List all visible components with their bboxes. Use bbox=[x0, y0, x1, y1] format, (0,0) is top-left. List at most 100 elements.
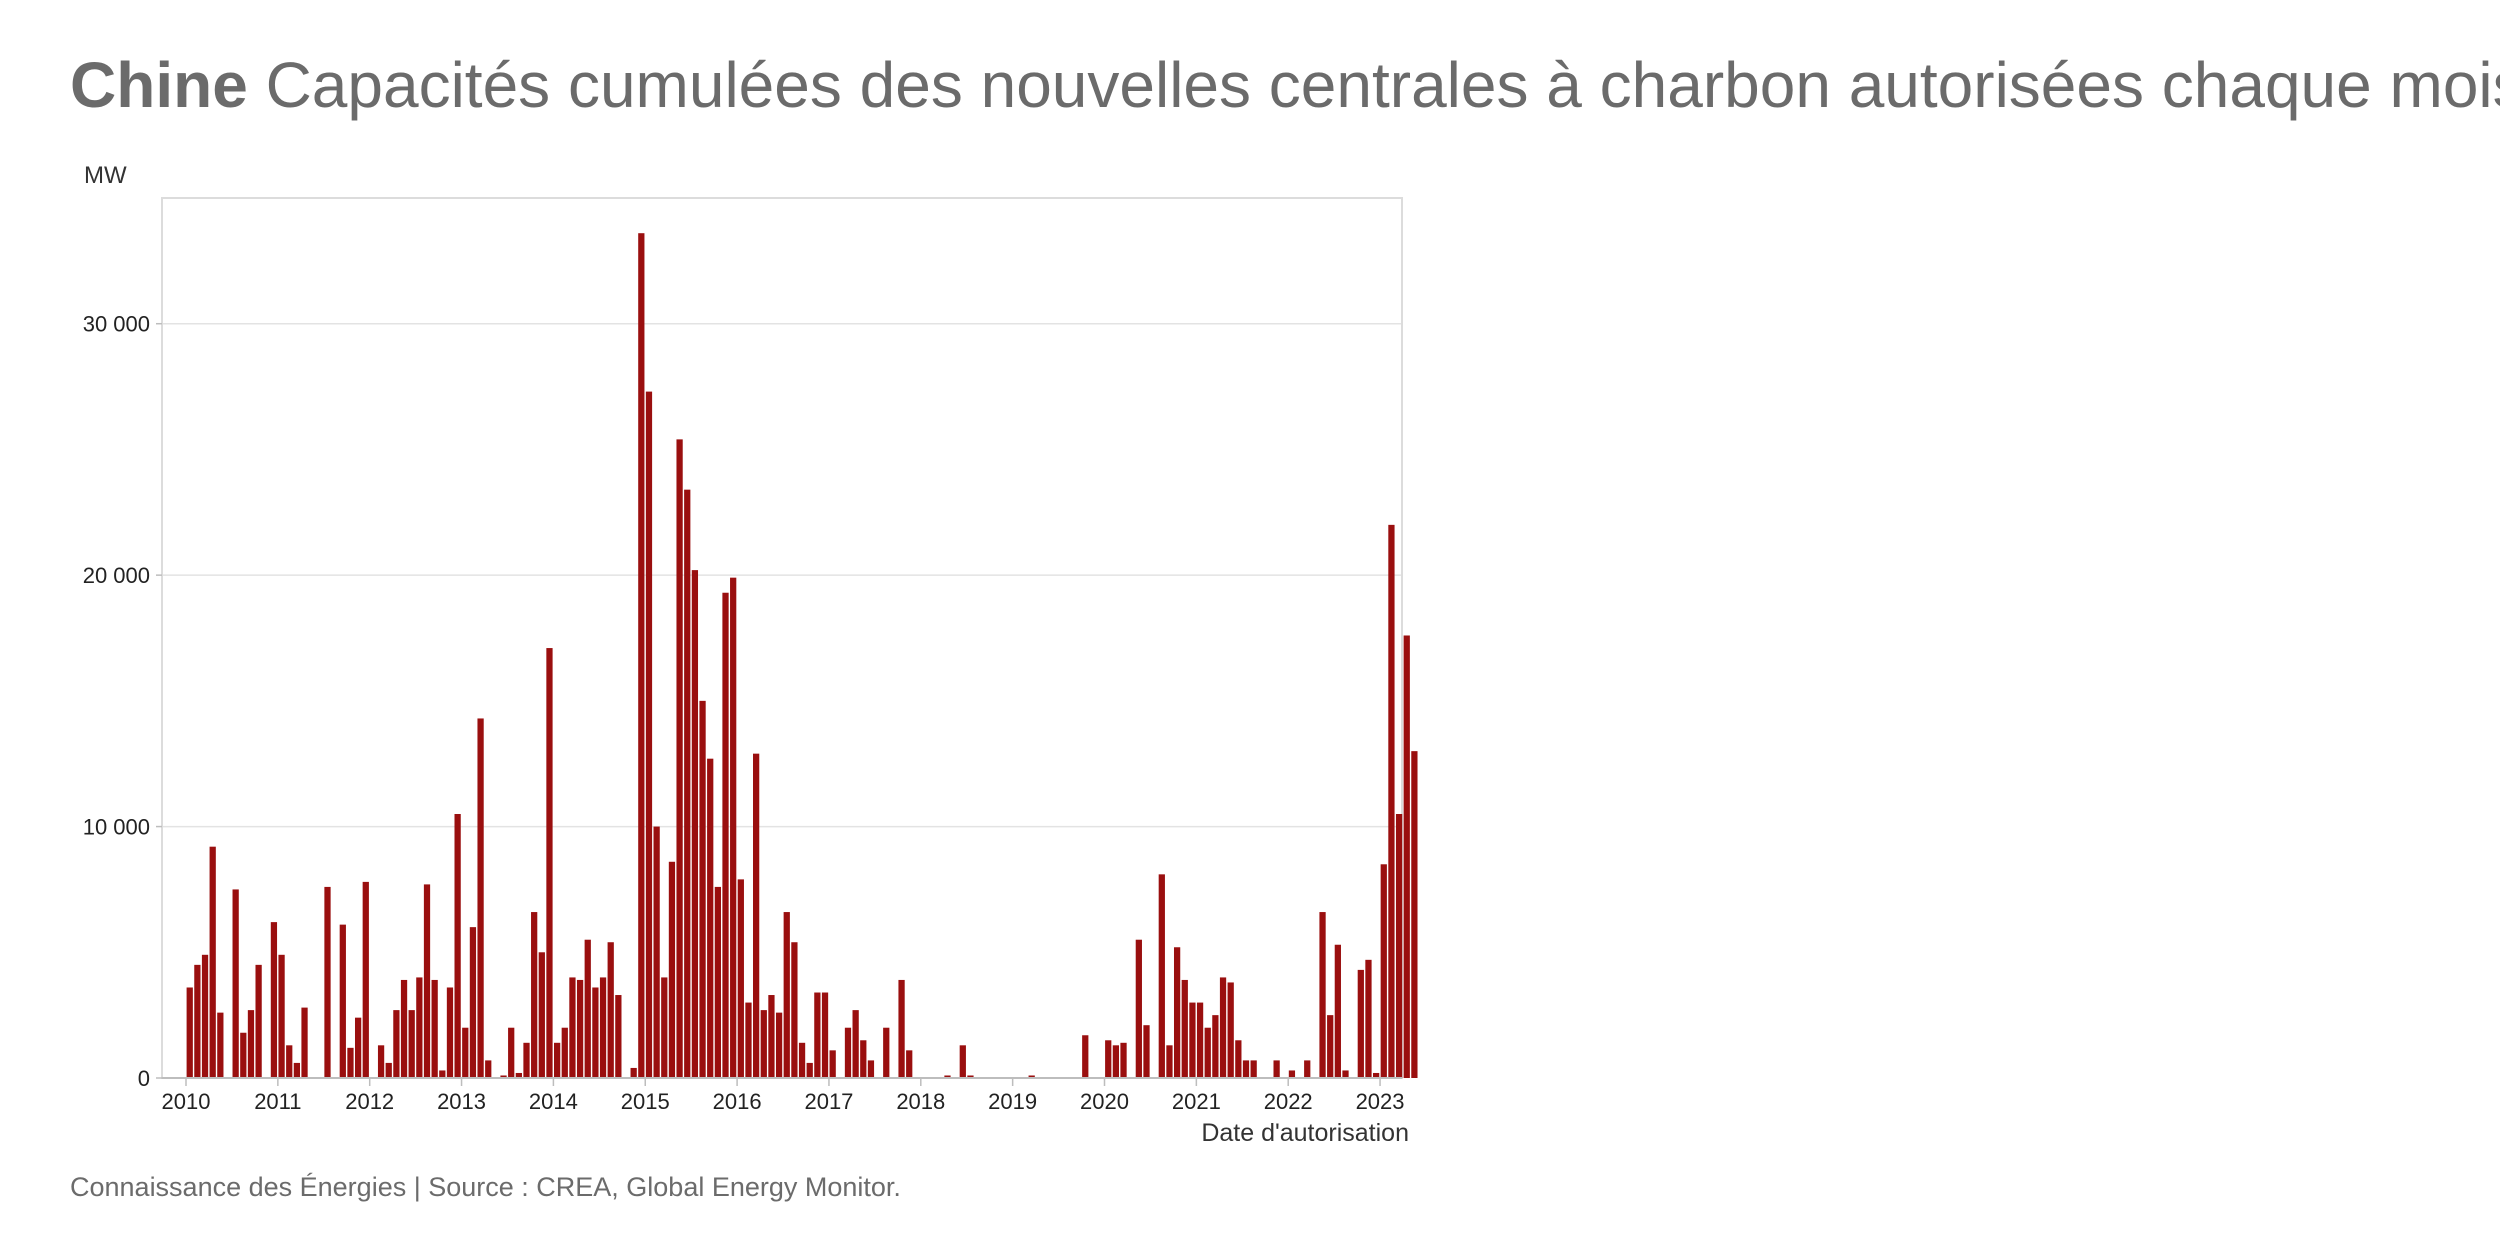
bar bbox=[645, 391, 653, 1079]
bar bbox=[400, 979, 408, 1078]
bar bbox=[1365, 959, 1372, 1078]
bar bbox=[546, 648, 553, 1078]
x-tick-label: 2011 bbox=[254, 1089, 301, 1114]
bar bbox=[469, 927, 477, 1078]
bar bbox=[1120, 1042, 1127, 1078]
bar bbox=[791, 942, 798, 1078]
bar bbox=[454, 814, 461, 1078]
bar bbox=[561, 1027, 568, 1078]
bar bbox=[423, 884, 431, 1078]
bar bbox=[1143, 1025, 1150, 1078]
bar bbox=[186, 987, 193, 1078]
bar bbox=[416, 977, 423, 1078]
bar bbox=[477, 718, 484, 1078]
bar bbox=[1028, 1075, 1035, 1078]
bar bbox=[806, 1062, 813, 1078]
bar bbox=[944, 1075, 951, 1078]
bar bbox=[1304, 1060, 1311, 1078]
bar bbox=[347, 1047, 354, 1078]
x-tick-label: 2015 bbox=[621, 1089, 670, 1114]
bar bbox=[1334, 944, 1341, 1078]
x-tick-label: 2016 bbox=[713, 1089, 762, 1114]
bar bbox=[1388, 524, 1395, 1078]
bar bbox=[684, 489, 691, 1079]
bar bbox=[240, 1032, 247, 1078]
bar bbox=[1082, 1035, 1089, 1078]
bar bbox=[753, 753, 760, 1078]
bar bbox=[1357, 969, 1364, 1078]
bar bbox=[408, 1010, 415, 1078]
bar bbox=[232, 889, 239, 1078]
bar bbox=[393, 1010, 400, 1078]
x-tick-label: 2022 bbox=[1264, 1089, 1313, 1114]
bar bbox=[354, 1017, 362, 1078]
bar bbox=[247, 1010, 255, 1078]
bar bbox=[1135, 939, 1142, 1078]
bar bbox=[760, 1010, 767, 1078]
bar bbox=[324, 886, 331, 1078]
grid-lines bbox=[162, 322, 1402, 828]
x-tick-label: 2012 bbox=[345, 1089, 394, 1114]
x-tick-label: 2020 bbox=[1080, 1089, 1129, 1114]
bar bbox=[737, 879, 744, 1078]
bar bbox=[278, 954, 285, 1078]
bar bbox=[1319, 912, 1326, 1078]
bar bbox=[1342, 1070, 1349, 1078]
bar bbox=[607, 942, 614, 1078]
bar bbox=[1403, 635, 1410, 1078]
x-tick-label: 2010 bbox=[162, 1089, 211, 1114]
x-tick-label: 2021 bbox=[1172, 1089, 1221, 1114]
bar bbox=[906, 1050, 913, 1078]
bar bbox=[362, 881, 369, 1078]
bar bbox=[852, 1010, 859, 1078]
title-text: Capacités cumulées des nouvelles central… bbox=[265, 49, 2500, 121]
bar bbox=[217, 1012, 224, 1078]
bar bbox=[446, 987, 454, 1078]
bar bbox=[661, 977, 668, 1078]
bar bbox=[1288, 1070, 1296, 1078]
bar bbox=[1242, 1060, 1250, 1078]
bar bbox=[576, 979, 584, 1078]
bar bbox=[385, 1062, 392, 1078]
bar bbox=[1212, 1015, 1219, 1078]
bar bbox=[630, 1067, 637, 1078]
bar bbox=[668, 861, 676, 1078]
bar bbox=[829, 1050, 836, 1078]
bar bbox=[844, 1027, 852, 1078]
bar bbox=[1395, 814, 1403, 1078]
x-tick-label: 2018 bbox=[896, 1089, 945, 1114]
bar bbox=[707, 758, 714, 1078]
bar bbox=[592, 987, 599, 1078]
bar bbox=[599, 977, 607, 1078]
bars bbox=[186, 233, 1418, 1079]
bar bbox=[286, 1045, 293, 1078]
bar bbox=[691, 570, 699, 1078]
chart-title: Chine Capacités cumulées des nouvelles c… bbox=[70, 48, 2500, 122]
source-note: Connaissance des Énergies | Source : CRE… bbox=[70, 1172, 901, 1202]
bar bbox=[1112, 1045, 1120, 1078]
bar bbox=[1173, 947, 1181, 1078]
bar bbox=[867, 1060, 875, 1078]
bar bbox=[768, 995, 775, 1078]
bar bbox=[676, 439, 683, 1078]
bar bbox=[1235, 1040, 1242, 1078]
bar bbox=[1189, 1002, 1196, 1078]
bar bbox=[775, 1012, 783, 1078]
bar bbox=[1372, 1072, 1380, 1078]
bar bbox=[255, 964, 262, 1078]
bar bbox=[500, 1075, 507, 1078]
bar bbox=[270, 922, 278, 1078]
bar bbox=[485, 1060, 492, 1078]
y-tick-label: 20 000 bbox=[83, 563, 150, 588]
bar bbox=[554, 1042, 561, 1078]
bar bbox=[531, 912, 538, 1078]
x-tick-label: 2017 bbox=[804, 1089, 853, 1114]
bar bbox=[201, 954, 209, 1078]
bar bbox=[898, 979, 905, 1078]
bar bbox=[883, 1027, 890, 1078]
bar bbox=[722, 592, 729, 1078]
bar bbox=[745, 1002, 752, 1078]
bar bbox=[730, 577, 737, 1078]
bar bbox=[293, 1062, 301, 1078]
bar bbox=[538, 952, 545, 1078]
